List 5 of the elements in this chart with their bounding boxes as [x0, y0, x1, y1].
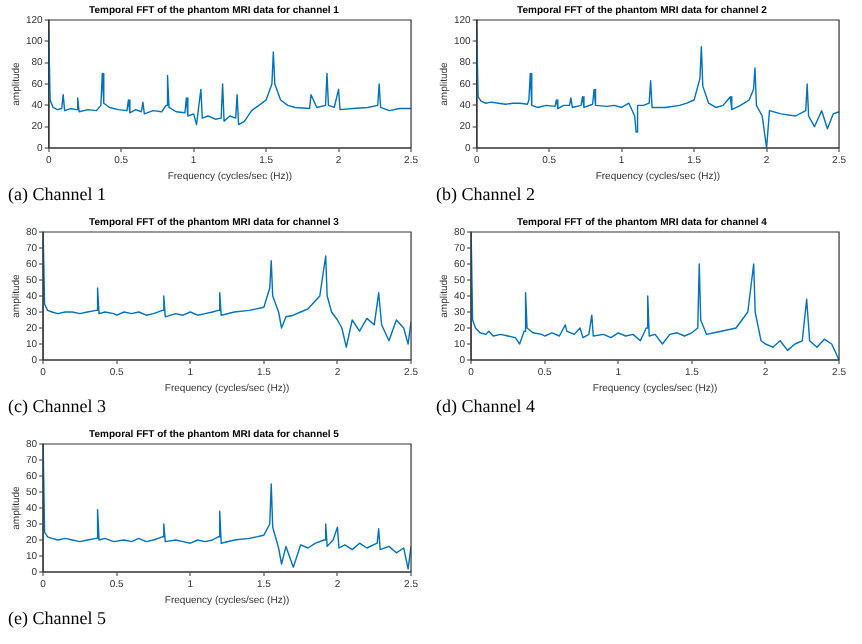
text: (c) Channel 3 — [8, 396, 108, 418]
text: (e) Channel 5 — [8, 608, 108, 630]
text: (b) Channel 2 — [436, 184, 537, 206]
text: (d) Channel 4 — [436, 396, 537, 418]
text: (a) Channel 1 — [8, 184, 108, 206]
